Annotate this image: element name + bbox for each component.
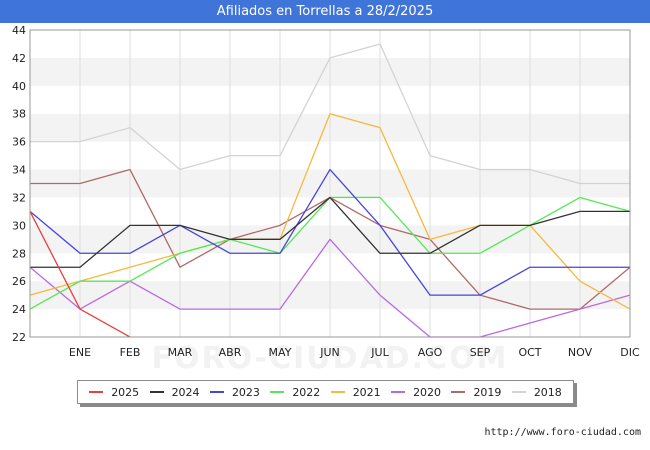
y-tick-label: 44 (12, 24, 26, 37)
x-tick-label: MAR (168, 346, 193, 359)
y-tick-label: 30 (12, 219, 26, 232)
legend-item-2019: 2019 (451, 386, 501, 399)
y-tick-label: 24 (12, 303, 26, 316)
legend-swatch (149, 391, 164, 393)
y-tick-label: 22 (12, 331, 26, 344)
x-tick-label: OCT (518, 346, 541, 359)
x-tick-label: NOV (568, 346, 593, 359)
series-line-2023 (29, 168, 630, 296)
legend-item-2023: 2023 (209, 385, 260, 399)
legend: 2025 2024 2023 2022 2021 2020 2019 2018 (77, 380, 574, 404)
legend-swatch (511, 391, 526, 393)
legend-item-2021: 2021 (330, 385, 381, 399)
x-tick-label: AGO (418, 346, 443, 359)
series-line-2025 (29, 211, 131, 338)
legend-swatch (391, 391, 406, 393)
plot-border (29, 29, 631, 338)
legend-label: 2022 (292, 385, 321, 399)
y-tick-label: 32 (12, 191, 26, 204)
legend-label: 2020 (413, 385, 442, 399)
y-tick-label: 36 (12, 136, 26, 149)
legend-label: 2021 (352, 385, 381, 399)
x-axis: ENE FEB MAR ABR MAY JUN JUL AGO SEP OCT NOV DIC (69, 346, 640, 359)
y-tick-label: 40 (12, 80, 26, 93)
series-line-2024 (30, 196, 630, 268)
legend-label: 2019 (473, 385, 502, 399)
legend-swatch (451, 391, 466, 393)
legend-swatch (330, 391, 345, 393)
legend-item-2020: 2020 (391, 386, 441, 399)
watermark-text: FORO-CIUDAD.COM (152, 341, 509, 376)
series-line-2018 (30, 43, 630, 185)
source-url[interactable]: http://www.foro-ciudad.com (484, 427, 641, 438)
x-tick-label: ENE (69, 346, 91, 359)
x-tick-label: JUL (370, 346, 389, 359)
x-tick-label: ABR (219, 346, 242, 359)
legend-swatch (89, 391, 104, 393)
series-lines (29, 43, 631, 338)
y-tick-label: 42 (12, 52, 26, 65)
chart-title: Afiliados en Torrellas a 28/2/2025 (0, 0, 650, 23)
legend-item-2025: 2025 (89, 386, 139, 399)
x-tick-label: SEP (470, 346, 491, 359)
x-tick-label: FEB (120, 346, 141, 359)
legend-label: 2023 (231, 385, 260, 399)
legend-item-2022: 2022 (270, 386, 320, 399)
legend-swatch (270, 391, 285, 393)
legend-item-2018: 2018 (511, 385, 562, 399)
legend-label: 2018 (533, 385, 562, 399)
y-tick-label: 38 (12, 108, 26, 121)
x-tick-label: JUN (319, 346, 340, 359)
y-tick-label: 28 (12, 247, 26, 260)
x-tick-label: MAY (269, 346, 292, 359)
y-tick-label: 34 (12, 164, 26, 177)
legend-label: 2024 (171, 385, 200, 399)
legend-label: 2025 (111, 385, 140, 399)
y-axis: 22 24 26 28 30 32 34 36 38 40 42 44 (12, 24, 26, 344)
x-tick-label: DIC (620, 346, 640, 359)
y-tick-label: 26 (12, 275, 26, 288)
legend-swatch (209, 391, 224, 393)
legend-item-2024: 2024 (149, 385, 200, 399)
